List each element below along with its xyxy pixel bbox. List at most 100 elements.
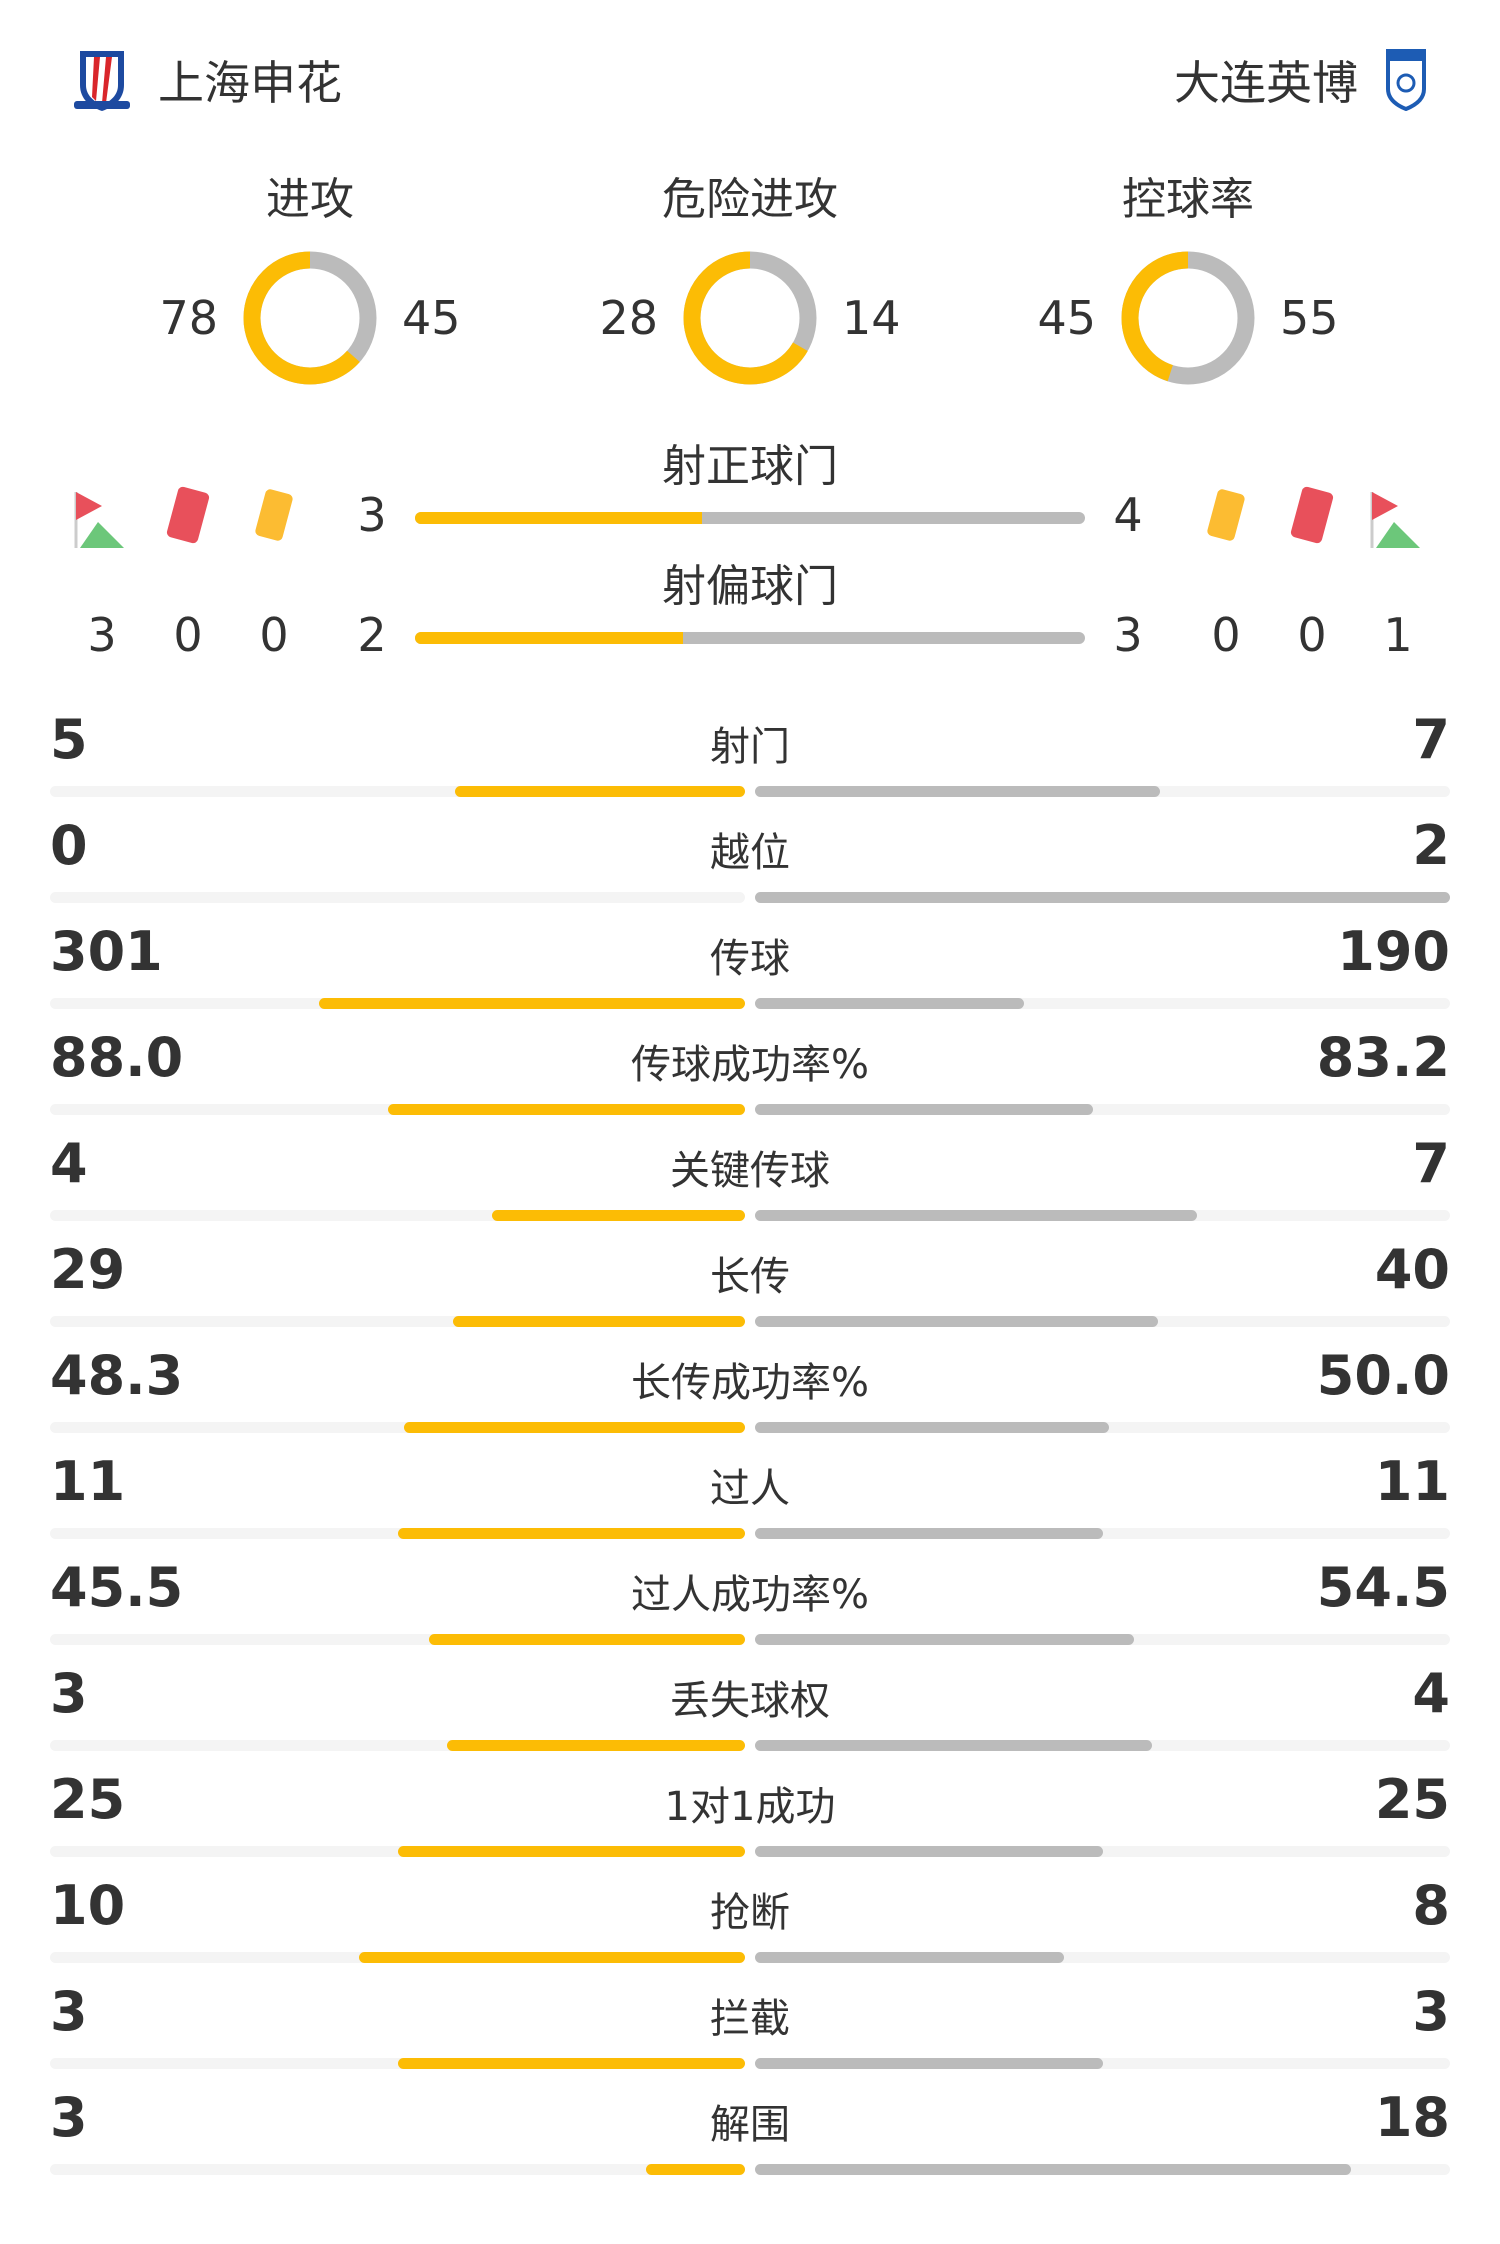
stat-home-fill xyxy=(455,786,745,797)
stat-home-value: 25 xyxy=(50,1768,126,1831)
donut-home-value: 28 xyxy=(599,291,658,345)
stat-label: 过人 xyxy=(710,1466,790,1512)
stat-home-value: 3 xyxy=(50,1980,88,2043)
stat-home-value: 301 xyxy=(50,920,163,983)
stat-label: 1对1成功 xyxy=(664,1784,836,1830)
stat-away-fill xyxy=(755,1210,1198,1221)
stat-away-value: 2 xyxy=(1412,814,1450,877)
stat-row: 10 抢断 8 xyxy=(50,1874,1450,1980)
stat-away-value: 50.0 xyxy=(1316,1344,1450,1407)
stat-away-track xyxy=(755,998,1450,1009)
stat-home-value: 5 xyxy=(50,708,88,771)
stat-away-fill xyxy=(755,2164,1351,2175)
home-on-target: 3 xyxy=(357,488,387,542)
stat-away-fill xyxy=(755,1740,1153,1751)
stat-home-track xyxy=(50,1952,745,1963)
stat-label: 关键传球 xyxy=(670,1148,830,1194)
stat-home-track xyxy=(50,1846,745,1857)
stat-away-fill xyxy=(755,892,1450,903)
stat-home-fill xyxy=(452,1316,745,1327)
stat-row: 4 关键传球 7 xyxy=(50,1132,1450,1238)
stat-row: 0 越位 2 xyxy=(50,814,1450,920)
stat-away-value: 3 xyxy=(1412,1980,1450,2043)
stat-row: 3 拦截 3 xyxy=(50,1980,1450,2086)
home-yellow-cards: 0 xyxy=(259,608,289,662)
stat-away-value: 54.5 xyxy=(1316,1556,1450,1619)
stat-away-fill xyxy=(755,1952,1064,1963)
stat-away-value: 83.2 xyxy=(1316,1026,1450,1089)
on-target-bar xyxy=(415,512,1085,524)
stat-home-track xyxy=(50,2164,745,2175)
stat-away-fill xyxy=(755,1528,1103,1539)
stat-home-value: 29 xyxy=(50,1238,126,1301)
stat-away-fill xyxy=(755,786,1161,797)
donut-title: 控球率 xyxy=(1122,174,1254,225)
home-red-cards: 0 xyxy=(173,608,203,662)
stat-home-value: 10 xyxy=(50,1874,126,1937)
stat-row: 5 射门 7 xyxy=(50,708,1450,814)
stat-home-track xyxy=(50,2058,745,2069)
stat-home-value: 0 xyxy=(50,814,88,877)
stat-home-fill xyxy=(358,1952,745,1963)
donut-home-value: 78 xyxy=(159,291,218,345)
home-team-name: 上海申花 xyxy=(158,56,342,110)
stat-label: 传球 xyxy=(710,936,790,982)
stat-home-value: 11 xyxy=(50,1450,126,1513)
away-on-target: 4 xyxy=(1113,488,1143,542)
stat-label: 抢断 xyxy=(710,1890,790,1936)
home-team: 上海申花 xyxy=(72,45,342,115)
shanghai-shenhua-crest-icon xyxy=(74,51,130,111)
stat-away-fill xyxy=(755,998,1024,1009)
donut-away-value: 14 xyxy=(842,291,901,345)
on-target-home-fill xyxy=(415,512,703,524)
stat-home-track xyxy=(50,1740,745,1751)
away-off-target: 3 xyxy=(1113,608,1143,662)
donut-home-arc xyxy=(243,251,377,385)
donut-away-value: 45 xyxy=(402,291,461,345)
stat-row: 45.5 过人成功率% 54.5 xyxy=(50,1556,1450,1662)
stat-away-track xyxy=(755,1210,1450,1221)
stat-away-track xyxy=(755,786,1450,797)
stat-away-value: 40 xyxy=(1374,1238,1450,1301)
donut-stat: 控球率 45 55 xyxy=(958,170,1418,386)
stat-row: 3 解围 18 xyxy=(50,2086,1450,2192)
donut-away-value: 55 xyxy=(1280,291,1339,345)
dalian-yingbo-crest-icon xyxy=(1386,49,1426,111)
donut-home-arc xyxy=(1121,251,1255,385)
stat-away-value: 11 xyxy=(1374,1450,1450,1513)
stat-away-track xyxy=(755,2058,1450,2069)
stat-row: 29 长传 40 xyxy=(50,1238,1450,1344)
stat-home-fill xyxy=(492,1210,745,1221)
yellow-card-icon xyxy=(255,489,293,541)
stat-label: 长传成功率% xyxy=(630,1360,869,1406)
on-target-label: 射正球门 xyxy=(662,441,838,492)
donut-home-arc xyxy=(683,251,817,385)
stat-home-fill xyxy=(403,1422,745,1433)
stat-away-fill xyxy=(755,1104,1093,1115)
away-yellow-cards: 0 xyxy=(1211,608,1241,662)
stat-label: 射门 xyxy=(710,724,790,770)
away-red-cards: 0 xyxy=(1297,608,1327,662)
stat-away-fill xyxy=(755,1422,1109,1433)
stat-label: 过人成功率% xyxy=(630,1572,869,1618)
stat-away-fill xyxy=(755,1316,1158,1327)
stat-row: 88.0 传球成功率% 83.2 xyxy=(50,1026,1450,1132)
stat-label: 越位 xyxy=(710,830,790,876)
stat-home-value: 3 xyxy=(50,1662,88,1725)
stat-away-value: 190 xyxy=(1337,920,1450,983)
stat-home-track xyxy=(50,1316,745,1327)
stat-home-track xyxy=(50,786,745,797)
stat-home-track xyxy=(50,1528,745,1539)
stat-away-value: 4 xyxy=(1412,1662,1450,1725)
donut-chart xyxy=(1121,251,1255,385)
stat-away-track xyxy=(755,1846,1450,1857)
stat-label: 丢失球权 xyxy=(670,1678,830,1724)
stat-away-fill xyxy=(755,1846,1103,1857)
stat-away-track xyxy=(755,1104,1450,1115)
stat-home-track xyxy=(50,1104,745,1115)
red-card-icon xyxy=(166,486,210,544)
off-target-home-fill xyxy=(415,632,683,644)
stat-home-fill xyxy=(397,1846,745,1857)
away-team-name: 大连英博 xyxy=(1174,56,1358,110)
donut-chart xyxy=(683,251,817,385)
